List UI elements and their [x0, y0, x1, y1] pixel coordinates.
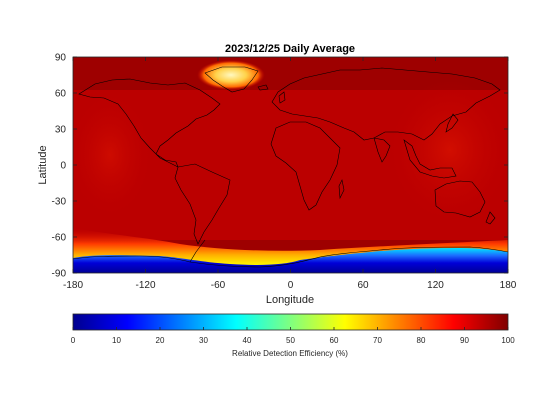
- coastline-north-america: [78, 78, 221, 168]
- coastline-india: [373, 137, 391, 163]
- coastline-eurasia: [271, 67, 501, 141]
- y-tick-label: -60: [52, 233, 67, 244]
- heatmap-field: [73, 57, 508, 273]
- colorbar-tick-label: 10: [112, 336, 121, 345]
- colorbar-tick-label: 20: [156, 336, 165, 345]
- coastline-australia: [434, 180, 486, 218]
- x-axis-title: Longitude: [266, 294, 314, 306]
- y-axis-ticks: 90 60 30 0 -30 -60 -90: [52, 53, 508, 280]
- coastline-madagascar: [338, 179, 345, 200]
- colorbar-tick-label: 80: [417, 336, 426, 345]
- x-tick-label: -120: [135, 280, 155, 291]
- x-tick-label: 0: [288, 280, 294, 291]
- x-axis-ticks: -180 -120 -60 0 60 120 180: [63, 57, 517, 291]
- x-tick-label: -60: [211, 280, 226, 291]
- colorbar-label: Relative Detection Efficiency (%): [232, 349, 348, 358]
- coastline-antarctica: [73, 246, 508, 268]
- coastline-antarctic-peninsula: [189, 239, 206, 263]
- heatmap-antarctic-interior: [73, 248, 508, 273]
- x-tick-label: 60: [357, 280, 369, 291]
- coastline-south-america: [174, 163, 231, 245]
- colorbar-tick-label: 0: [71, 336, 76, 345]
- heatmap-hotspot-west-pacific: [390, 80, 508, 220]
- coastline-iceland: [257, 84, 269, 91]
- y-axis-title: Latitude: [37, 145, 49, 184]
- y-tick-label: 90: [55, 53, 67, 64]
- coastline-new-zealand: [485, 211, 496, 225]
- colorbar-tick-label: 40: [243, 336, 252, 345]
- y-tick-label: -90: [52, 269, 67, 280]
- colorbar-tick-label: 90: [460, 336, 469, 345]
- x-tick-label: -180: [63, 280, 83, 291]
- colorbar-tick-label: 60: [330, 336, 339, 345]
- coastline-greenland: [204, 66, 259, 93]
- y-tick-label: -30: [52, 197, 67, 208]
- y-tick-label: 60: [55, 89, 67, 100]
- y-tick-label: 30: [55, 125, 67, 136]
- coastline-southeast-asia: [403, 139, 457, 179]
- coastline-japan: [445, 113, 459, 133]
- heatmap-hotspot-east-pacific: [73, 95, 150, 215]
- coastline-uk: [278, 91, 286, 104]
- colorbar-tick-label: 30: [199, 336, 208, 345]
- x-tick-label: 120: [427, 280, 444, 291]
- heatmap-greenland-region: [197, 60, 265, 90]
- colorbar-tick-label: 70: [373, 336, 382, 345]
- colorbar-tick-label: 50: [286, 336, 295, 345]
- x-tick-label: 180: [500, 280, 517, 291]
- y-tick-label: 0: [60, 161, 66, 172]
- coastlines: [73, 66, 508, 268]
- colorbar-ticks: 0 10 20 30 40 50 60 70 80 90 100: [71, 327, 515, 345]
- chart-title: 2023/12/25 Daily Average: [225, 43, 355, 55]
- colorbar-tick-label: 100: [501, 336, 515, 345]
- coastline-africa: [270, 121, 341, 211]
